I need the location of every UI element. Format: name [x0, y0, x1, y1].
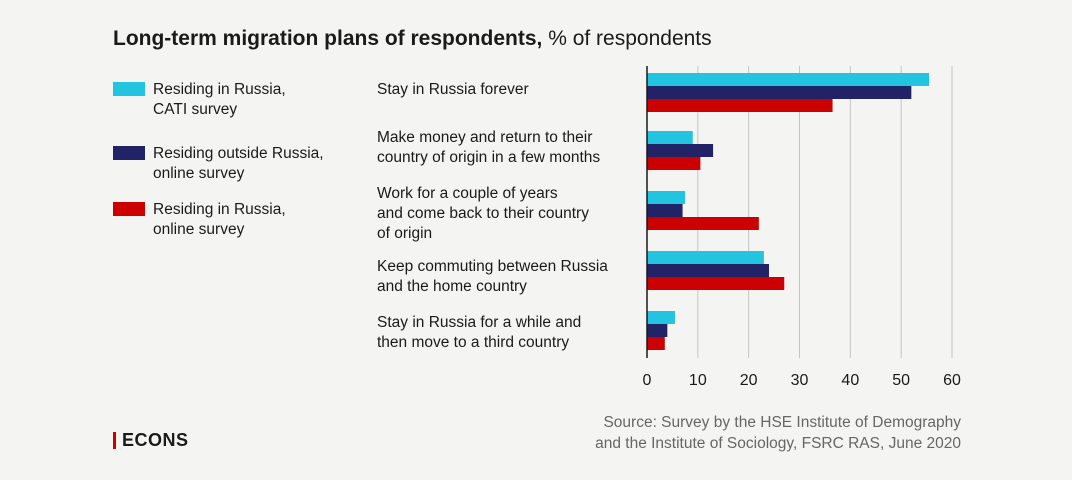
bar-2-1 — [647, 86, 912, 99]
x-tick-label: 0 — [643, 372, 652, 389]
category-label-line: Work for a couple of years — [377, 185, 558, 202]
bar-1-4 — [647, 251, 764, 264]
x-tick-label: 30 — [791, 372, 809, 389]
source-line-1: Source: Survey by the HSE Institute of D… — [603, 414, 961, 431]
category-label-line: and the home country — [377, 278, 527, 295]
x-tick-label: 20 — [740, 372, 758, 389]
source-line-2: and the Institute of Sociology, FSRC RAS… — [595, 435, 961, 452]
bar-1-1 — [647, 73, 930, 86]
category-label-line: Make money and return to their — [377, 129, 593, 146]
category-label-line: then move to a third country — [377, 334, 570, 351]
bar-3-4 — [647, 277, 785, 290]
legend-label: Residing outside Russia, online survey — [153, 144, 353, 184]
chart-title-bold: Long-term migration plans of respondents… — [113, 27, 543, 50]
x-tick-label: 10 — [689, 372, 707, 389]
category-label-line: Keep commuting between Russia — [377, 258, 608, 275]
legend-label-line: online survey — [153, 165, 245, 182]
category-label: Stay in Russia forever — [377, 80, 637, 100]
legend-swatch — [113, 82, 145, 96]
legend-swatch — [113, 146, 145, 160]
category-label-line: of origin — [377, 225, 433, 242]
category-label: Stay in Russia for a while and then move … — [377, 313, 637, 353]
chart-title: Long-term migration plans of respondents… — [113, 27, 712, 51]
legend-label-line: Residing outside Russia, — [153, 145, 324, 162]
bar-2-2 — [647, 144, 714, 157]
bar-2-4 — [647, 264, 769, 277]
bar-2-5 — [647, 324, 668, 337]
logo-text: ECONS — [122, 430, 189, 450]
legend-label-line: online survey — [153, 221, 245, 238]
x-tick-label: 50 — [892, 372, 910, 389]
legend-swatch — [113, 202, 145, 216]
category-label: Work for a couple of years and come back … — [377, 184, 637, 244]
logo-accent-bar — [113, 432, 116, 449]
bar-2-3 — [647, 204, 683, 217]
category-label-line: country of origin in a few months — [377, 149, 601, 166]
legend-label-line: CATI survey — [153, 101, 238, 118]
category-label-line: Stay in Russia forever — [377, 81, 529, 98]
bar-1-2 — [647, 131, 693, 144]
category-label: Make money and return to their country of… — [377, 128, 637, 168]
legend-label-line: Residing in Russia, — [153, 201, 286, 218]
legend-label: Residing in Russia, CATI survey — [153, 80, 353, 120]
legend-label: Residing in Russia, online survey — [153, 200, 353, 240]
category-label-line: Stay in Russia for a while and — [377, 314, 582, 331]
bar-3-5 — [647, 337, 665, 350]
category-label: Keep commuting between Russia and the hom… — [377, 257, 637, 297]
bar-1-3 — [647, 191, 686, 204]
bar-3-1 — [647, 99, 833, 112]
x-tick-label: 60 — [943, 372, 961, 389]
category-label-line: and come back to their country — [377, 205, 589, 222]
bar-3-2 — [647, 157, 701, 170]
source-note: Source: Survey by the HSE Institute of D… — [595, 412, 961, 454]
econs-logo: ECONS — [113, 430, 189, 451]
bar-1-5 — [647, 311, 675, 324]
chart-title-unit: % of respondents — [542, 27, 712, 50]
legend-label-line: Residing in Russia, — [153, 81, 286, 98]
bar-3-3 — [647, 217, 759, 230]
x-tick-label: 40 — [841, 372, 859, 389]
